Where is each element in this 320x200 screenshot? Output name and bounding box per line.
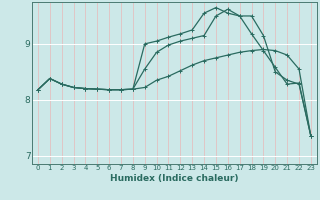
X-axis label: Humidex (Indice chaleur): Humidex (Indice chaleur) — [110, 174, 239, 183]
